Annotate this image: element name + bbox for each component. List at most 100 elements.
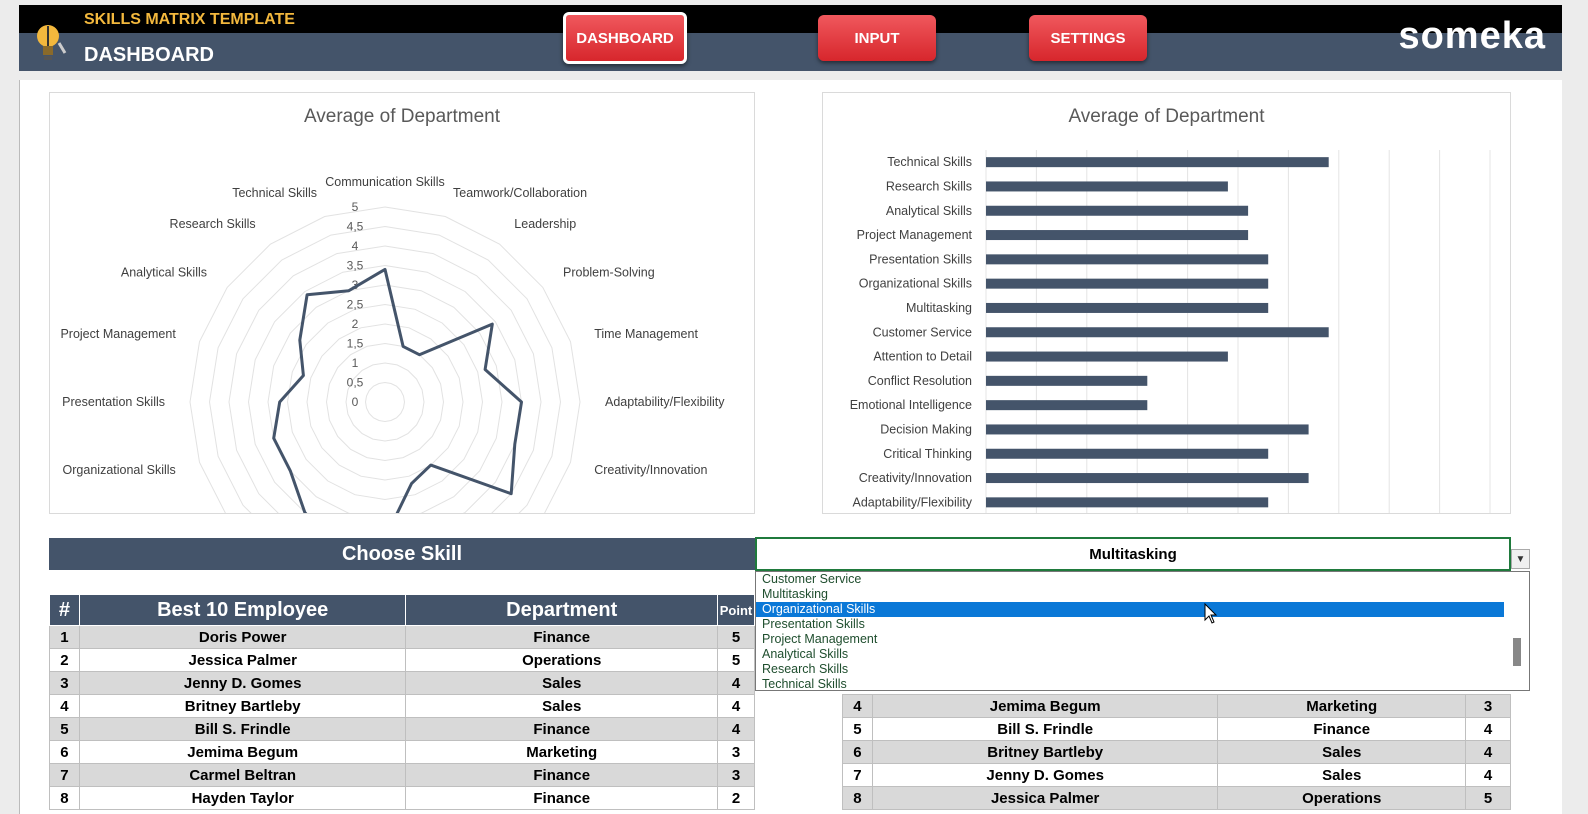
table-row: 1 Doris Power Finance 5 bbox=[49, 625, 756, 649]
point-value[interactable]: 3 bbox=[716, 763, 756, 787]
bar-mark bbox=[986, 497, 1269, 508]
department-name[interactable]: Sales bbox=[405, 694, 718, 718]
radar-category-label: Research Skills bbox=[170, 217, 256, 231]
skill-dropdown-list[interactable]: Customer Service Multitasking Organization… bbox=[755, 571, 1530, 691]
bar-category-label: Presentation Skills bbox=[869, 252, 972, 266]
dropdown-option[interactable]: Research Skills bbox=[762, 662, 849, 676]
department-name[interactable]: Sales bbox=[1217, 763, 1467, 787]
department-name[interactable]: Finance bbox=[1217, 717, 1467, 741]
row-index[interactable]: 5 bbox=[842, 717, 873, 741]
department-name[interactable]: Marketing bbox=[405, 740, 718, 764]
dropdown-option[interactable]: Multitasking bbox=[762, 587, 828, 601]
point-value[interactable]: 5 bbox=[716, 648, 756, 672]
point-value[interactable]: 3 bbox=[716, 740, 756, 764]
point-value[interactable]: 5 bbox=[1465, 786, 1511, 810]
bar-category-label: Creativity/Innovation bbox=[859, 471, 972, 485]
bar-category-label: Conflict Resolution bbox=[868, 374, 972, 388]
radar-category-label: Project Management bbox=[60, 327, 176, 341]
employee-name[interactable]: Jenny D. Gomes bbox=[871, 763, 1219, 787]
department-name[interactable]: Sales bbox=[1217, 740, 1467, 764]
skill-select[interactable]: Multitasking bbox=[755, 537, 1511, 571]
dashboard-button[interactable]: DASHBOARD bbox=[563, 12, 687, 64]
employee-name[interactable]: Jessica Palmer bbox=[871, 786, 1219, 810]
row-index[interactable]: 5 bbox=[49, 717, 80, 741]
radar-grid-ring bbox=[345, 362, 425, 442]
point-value[interactable]: 4 bbox=[1465, 740, 1511, 764]
row-index[interactable]: 8 bbox=[49, 786, 80, 810]
col-header-point: Point bbox=[716, 594, 756, 626]
bar-chart-title: Average of Department bbox=[1068, 106, 1265, 127]
row-index[interactable]: 3 bbox=[49, 671, 80, 695]
point-value[interactable]: 4 bbox=[716, 717, 756, 741]
department-name[interactable]: Finance bbox=[405, 763, 718, 787]
header-top-strip bbox=[19, 5, 1562, 33]
bar-category-label: Decision Making bbox=[880, 422, 972, 436]
radar-category-label: Time Management bbox=[594, 327, 698, 341]
department-name[interactable]: Operations bbox=[405, 648, 718, 672]
employee-name[interactable]: Bill S. Frindle bbox=[78, 717, 407, 741]
settings-button[interactable]: SETTINGS bbox=[1029, 15, 1147, 61]
radar-category-label: Problem-Solving bbox=[563, 266, 655, 280]
bar-mark bbox=[986, 473, 1309, 484]
radar-tick-label: 0,5 bbox=[347, 376, 364, 390]
dropdown-option[interactable]: Organizational Skills bbox=[756, 602, 1504, 617]
dropdown-option[interactable]: Project Management bbox=[762, 632, 878, 646]
department-name[interactable]: Marketing bbox=[1217, 694, 1467, 718]
department-name[interactable]: Finance bbox=[405, 717, 718, 741]
row-index[interactable]: 6 bbox=[842, 740, 873, 764]
row-index[interactable]: 7 bbox=[49, 763, 80, 787]
bar-category-label: Organizational Skills bbox=[859, 277, 972, 291]
point-value[interactable]: 4 bbox=[1465, 763, 1511, 787]
employee-name[interactable]: Bill S. Frindle bbox=[871, 717, 1219, 741]
bar-category-label: Adaptability/Flexibility bbox=[853, 495, 973, 509]
row-index[interactable]: 8 bbox=[842, 786, 873, 810]
table-row: 8 Jessica Palmer Operations 5 bbox=[842, 786, 1511, 810]
employee-name[interactable]: Britney Bartleby bbox=[871, 740, 1219, 764]
employee-name[interactable]: Carmel Beltran bbox=[78, 763, 407, 787]
point-value[interactable]: 2 bbox=[716, 786, 756, 810]
row-index[interactable]: 6 bbox=[49, 740, 80, 764]
point-value[interactable]: 4 bbox=[1465, 717, 1511, 741]
bar-category-label: Critical Thinking bbox=[883, 447, 972, 461]
radar-category-label: Analytical Skills bbox=[121, 266, 207, 280]
radar-tick-label: 4,5 bbox=[347, 220, 364, 234]
mouse-cursor-icon bbox=[1204, 603, 1218, 624]
row-index[interactable]: 1 bbox=[49, 625, 80, 649]
employee-name[interactable]: Hayden Taylor bbox=[78, 786, 407, 810]
dropdown-option[interactable]: Technical Skills bbox=[762, 677, 847, 691]
employee-name[interactable]: Jenny D. Gomes bbox=[78, 671, 407, 695]
department-name[interactable]: Sales bbox=[405, 671, 718, 695]
row-index[interactable]: 4 bbox=[842, 694, 873, 718]
point-value[interactable]: 3 bbox=[1465, 694, 1511, 718]
row-index[interactable]: 4 bbox=[49, 694, 80, 718]
bar-chart: Average of Department Technical Skills Re… bbox=[822, 92, 1511, 514]
radar-tick-label: 2,5 bbox=[347, 298, 364, 312]
input-button[interactable]: INPUT bbox=[818, 15, 936, 61]
employee-name[interactable]: Jemima Begum bbox=[871, 694, 1219, 718]
dropdown-option[interactable]: Analytical Skills bbox=[762, 647, 849, 661]
radar-grid-ring bbox=[247, 264, 523, 513]
employee-name[interactable]: Jessica Palmer bbox=[78, 648, 407, 672]
radar-series-line bbox=[272, 267, 523, 513]
dropdown-option[interactable]: Presentation Skills bbox=[762, 617, 865, 631]
bar-chart-svg: Technical Skills Research Skills Analytica… bbox=[850, 150, 1491, 513]
dropdown-option[interactable]: Customer Service bbox=[762, 572, 862, 586]
employee-name[interactable]: Jemima Begum bbox=[78, 740, 407, 764]
department-name[interactable]: Finance bbox=[405, 786, 718, 810]
radar-grid-ring bbox=[364, 381, 406, 423]
bar-mark bbox=[986, 351, 1228, 362]
bar-mark bbox=[986, 302, 1269, 313]
department-name[interactable]: Operations bbox=[1217, 786, 1467, 810]
point-value[interactable]: 4 bbox=[716, 671, 756, 695]
dropdown-scrollbar[interactable] bbox=[1513, 638, 1521, 666]
row-index[interactable]: 7 bbox=[842, 763, 873, 787]
row-index[interactable]: 2 bbox=[49, 648, 80, 672]
chevron-down-icon[interactable]: ▼ bbox=[1511, 549, 1530, 569]
department-name[interactable]: Finance bbox=[405, 625, 718, 649]
table-row: 6 Britney Bartleby Sales 4 bbox=[842, 740, 1511, 764]
point-value[interactable]: 5 bbox=[716, 625, 756, 649]
radar-tick-label: 2 bbox=[352, 317, 359, 331]
employee-name[interactable]: Doris Power bbox=[78, 625, 407, 649]
point-value[interactable]: 4 bbox=[716, 694, 756, 718]
employee-name[interactable]: Britney Bartleby bbox=[78, 694, 407, 718]
